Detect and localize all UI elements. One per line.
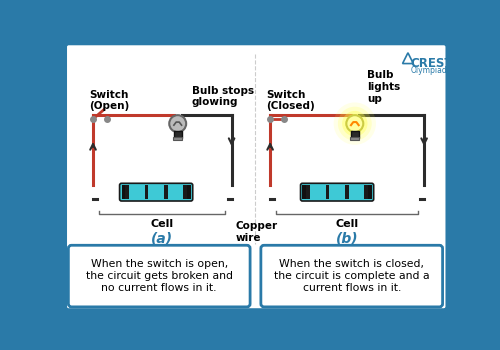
Bar (126, 185, 129, 199)
Text: When the switch is closed,
the circuit is complete and a
current flows in it.: When the switch is closed, the circuit i… (274, 259, 430, 293)
Bar (364, 185, 368, 199)
Bar (174, 131, 182, 138)
Text: Bulb stops
glowing: Bulb stops glowing (192, 86, 254, 107)
Text: Switch
(Open): Switch (Open) (89, 90, 130, 111)
Text: Switch
(Closed): Switch (Closed) (266, 90, 315, 111)
Text: Cell: Cell (150, 219, 174, 229)
FancyBboxPatch shape (120, 183, 192, 201)
Text: When the switch is open,
the circuit gets broken and
no current flows in it.: When the switch is open, the circuit get… (86, 259, 233, 293)
Circle shape (346, 114, 364, 133)
FancyBboxPatch shape (300, 183, 374, 201)
Bar (302, 185, 306, 199)
Bar (306, 185, 310, 199)
Text: (a): (a) (151, 231, 174, 245)
Text: Bulb
lights
up: Bulb lights up (367, 70, 400, 104)
Bar (164, 185, 168, 199)
Bar (350, 137, 360, 140)
Text: (b): (b) (336, 231, 358, 245)
Text: CREST: CREST (410, 57, 453, 70)
Circle shape (334, 103, 376, 145)
Bar (187, 185, 191, 199)
Bar (173, 137, 182, 140)
Circle shape (338, 107, 372, 141)
Circle shape (346, 115, 364, 132)
Bar (345, 185, 348, 199)
Bar (122, 185, 126, 199)
Text: Cell: Cell (336, 219, 358, 229)
FancyBboxPatch shape (68, 245, 250, 307)
Bar (368, 185, 372, 199)
Circle shape (342, 111, 367, 136)
Text: Olympiads: Olympiads (410, 66, 451, 75)
FancyBboxPatch shape (66, 43, 447, 310)
Text: Copper
wire: Copper wire (236, 222, 278, 243)
Bar (351, 131, 358, 138)
Bar (326, 185, 330, 199)
Bar (144, 185, 148, 199)
Circle shape (169, 115, 186, 132)
Bar (183, 185, 187, 199)
FancyBboxPatch shape (261, 245, 442, 307)
